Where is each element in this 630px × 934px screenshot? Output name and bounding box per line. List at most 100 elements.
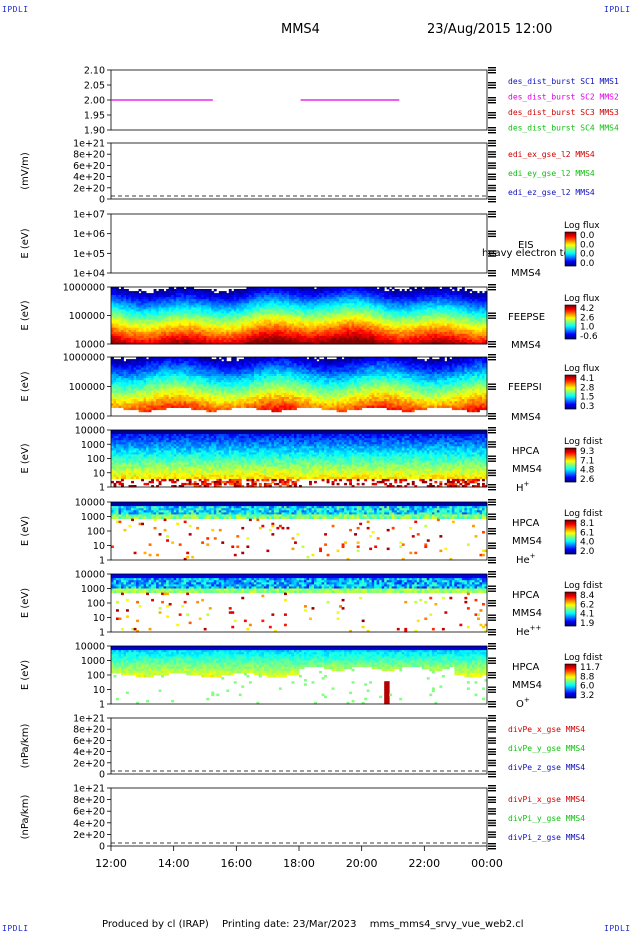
- time-tick-label: 20:00: [346, 857, 378, 870]
- p6-ytick-label: 1000: [81, 440, 105, 451]
- p8-right-tick: [488, 590, 496, 592]
- p7-colorbar-tick: 2.0: [580, 547, 595, 557]
- p2-right-tick: [488, 142, 496, 144]
- p5-right-tick: [488, 383, 496, 385]
- p10-right-tick: [488, 731, 496, 733]
- p4-spectrogram: [111, 287, 488, 345]
- p2-right-tick: [488, 176, 496, 178]
- corner-label-bottom-right: IPDLI: [604, 924, 630, 933]
- p10-right-tick: [488, 762, 496, 764]
- p11-ytick-label: 6e+20: [73, 807, 105, 818]
- p11-right-tick: [488, 831, 496, 833]
- p6-right-tick: [488, 474, 496, 477]
- p8-ytick-label: 1000: [81, 584, 105, 595]
- p10-right-tick: [488, 764, 496, 767]
- p8-colorbar-tick: 1.9: [580, 619, 595, 629]
- p5-colorbar-tick: 1.5: [580, 393, 594, 403]
- p9-ytick-label: 10000: [75, 642, 105, 653]
- p10-legend-entry: divPe_y_gse MMS4: [508, 744, 585, 753]
- p11-right-tick: [488, 845, 496, 847]
- p5-right-tick: [488, 413, 496, 415]
- p1-right-tick: [488, 117, 496, 119]
- p4-right-tick: [488, 341, 496, 343]
- p10-frame: [110, 717, 488, 775]
- p5-right-tick: [488, 386, 496, 388]
- p11-frame: [110, 787, 488, 847]
- p7-right-tick: [488, 557, 496, 559]
- p11-right-tick: [488, 810, 496, 813]
- time-tick-label: 14:00: [158, 857, 190, 870]
- p7-colorbar-tick: 6.1: [580, 528, 594, 538]
- p6-instrument-label: HPCA: [512, 446, 540, 457]
- p8-instrument-label: HPCA: [512, 590, 540, 601]
- p6-right-tick: [488, 484, 496, 486]
- p9-right-tick: [488, 706, 496, 708]
- p1-right-tick: [488, 112, 496, 114]
- p7-spacecraft-label: MMS4: [512, 536, 542, 547]
- p11-ytick-label: 1e+21: [73, 784, 105, 795]
- p10-ytick-label: 0: [99, 770, 105, 781]
- date-title: 23/Aug/2015 12:00: [427, 22, 553, 37]
- p5-ytick-label: 10000: [75, 412, 105, 423]
- p8-ytick-label: 10: [93, 613, 105, 624]
- p9-right-tick: [488, 660, 496, 662]
- footer-produced: Produced by cl (IRAP): [102, 919, 209, 930]
- p9-right-tick: [488, 701, 496, 703]
- p10-right-tick: [488, 717, 496, 719]
- p7-right-tick: [488, 518, 496, 520]
- p9-colorbar-tick: 11.7: [580, 663, 600, 673]
- p2-legend-entry: edi_ez_gse_l2 MMS4: [508, 188, 595, 197]
- p1-panel: 2.10 2.05 2.00 1.95 1.90 des_dist_burst SC1 M…: [84, 66, 619, 137]
- p3-spacecraft-label: MMS4: [511, 268, 541, 279]
- p3-instrument-label: EIS: [518, 240, 534, 251]
- p4-colorbar-title: Log flux: [564, 294, 600, 304]
- p7-right-tick: [488, 545, 496, 547]
- p9-ytick-label: 1000: [81, 656, 105, 667]
- p8-right-tick: [488, 614, 496, 616]
- p11-ylabel: (nPa/km): [20, 795, 31, 840]
- p3-right-tick: [488, 255, 496, 257]
- p9-colorbar-tick: 3.2: [580, 691, 594, 701]
- p11-right-tick: [488, 801, 496, 803]
- p2-right-tick: [488, 189, 496, 192]
- p3-right-tick: [488, 233, 496, 235]
- p8-colorbar-tick: 4.1: [580, 610, 594, 620]
- p5-right-tick: [488, 356, 496, 358]
- p1-legend-entry: des_dist_burst SC2 MMS2: [508, 93, 619, 102]
- p6-colorbar-tick: 2.6: [580, 475, 595, 485]
- p11-right-tick: [488, 819, 496, 822]
- p5-ylabel: E (eV): [20, 371, 31, 401]
- p2-right-tick: [488, 187, 496, 189]
- p9-right-tick: [488, 689, 496, 691]
- p2-right-tick: [488, 178, 496, 180]
- p9-right-tick: [488, 686, 496, 688]
- p6-spacecraft-label: MMS4: [512, 464, 542, 475]
- p10-right-tick: [488, 742, 496, 744]
- p4-right-tick: [488, 284, 496, 286]
- p1-right-tick: [488, 127, 496, 129]
- p10-right-tick: [488, 720, 496, 722]
- p5-spacecraft-label: MMS4: [511, 412, 541, 423]
- p2-ytick-label: 1e+21: [73, 139, 105, 150]
- p7-colorbar-tick: 8.1: [580, 519, 594, 529]
- p6-ylabel: E (eV): [20, 443, 31, 473]
- p2-right-tick: [488, 184, 496, 187]
- p5-ytick-label: 1000000: [63, 353, 105, 364]
- p9-spacecraft-label: MMS4: [512, 680, 542, 691]
- p4-ytick-label: 1000000: [63, 283, 105, 294]
- p7-right-tick: [488, 542, 496, 544]
- p1-right-tick: [488, 114, 496, 116]
- p5-colorbar-tick: 2.8: [580, 383, 595, 393]
- p10-ytick-label: 4e+20: [73, 747, 105, 758]
- footer-file: mms_mms4_srvy_vue_web2.cl: [369, 919, 524, 930]
- p1-ytick-label: 2.00: [84, 96, 105, 107]
- spacecraft-title: MMS4: [281, 22, 320, 37]
- p8-ylabel: E (eV): [20, 588, 31, 618]
- p4-ylabel: E (eV): [20, 300, 31, 330]
- p3-colorbar-tick: 0.0: [580, 250, 595, 260]
- p2-right-tick: [488, 140, 496, 142]
- p5-colorbar-title: Log flux: [564, 364, 600, 374]
- p6-right-tick: [488, 432, 496, 434]
